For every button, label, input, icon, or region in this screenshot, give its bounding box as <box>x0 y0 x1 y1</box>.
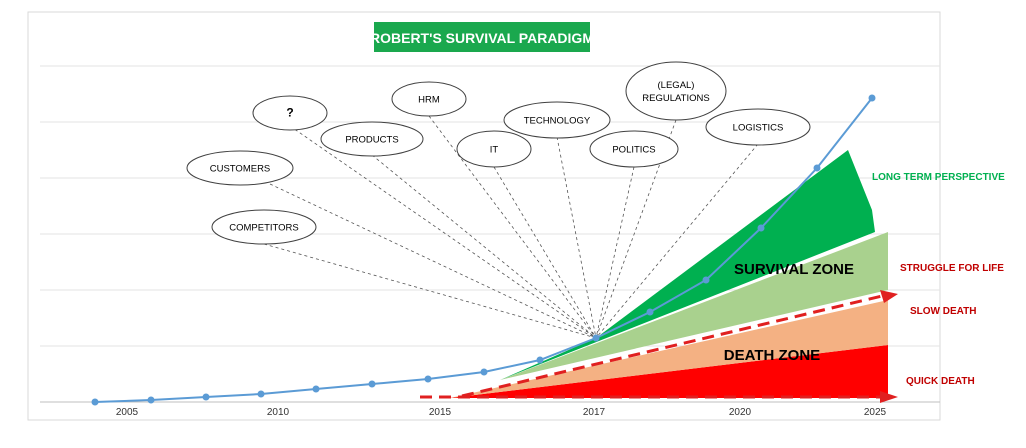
factor-label: POLITICS <box>612 145 655 156</box>
connector-line <box>289 125 597 339</box>
label-quick-death: QUICK DEATH <box>906 376 975 387</box>
label-slow-death: SLOW DEATH <box>910 306 976 317</box>
factor-bubble: PRODUCTS <box>320 121 424 157</box>
factor-label-line: PRODUCTS <box>345 135 398 146</box>
curve-point <box>202 393 210 401</box>
factor-label: LOGISTICS <box>733 123 784 134</box>
curve-point <box>702 276 710 284</box>
factor-label: TECHNOLOGY <box>524 116 591 127</box>
x-tick-label: 2020 <box>729 407 752 418</box>
factor-bubble: TECHNOLOGY <box>503 101 611 139</box>
factor-ellipse <box>503 101 611 139</box>
connector-line <box>595 143 759 339</box>
factors: ? HRM (LEGAL) REGULATIONS PRODUCTS TECHNOLOGY… <box>186 61 811 245</box>
factor-label: COMPETITORS <box>229 223 299 234</box>
factor-ellipse <box>456 130 532 168</box>
label-struggle-for-life: STRUGGLE FOR LIFE <box>900 263 1004 274</box>
x-tick-label: 2015 <box>429 407 452 418</box>
factor-bubble: ? <box>252 95 328 131</box>
curve-point <box>757 224 765 232</box>
factor-bubble: COMPETITORS <box>211 209 317 245</box>
connector-line <box>556 136 597 339</box>
dashed-arrows <box>420 290 898 403</box>
title-background <box>374 22 590 52</box>
factor-label: IT <box>490 145 499 156</box>
label-long-term-perspective: LONG TERM PERSPECTIVE <box>872 172 1005 183</box>
curve-point <box>536 356 544 364</box>
factor-label: HRM <box>418 95 440 106</box>
factor-label-line: LOGISTICS <box>733 123 784 134</box>
factor-ellipse <box>391 81 467 117</box>
curve-point <box>257 390 265 398</box>
factor-label-line: REGULATIONS <box>642 93 709 104</box>
quick-death-arrowhead <box>880 391 898 403</box>
x-tick-label: 2017 <box>583 407 606 418</box>
factor-label: ? <box>286 106 293 120</box>
factor-bubble: IT <box>456 130 532 168</box>
factor-bubble: LOGISTICS <box>705 108 811 146</box>
curve-point <box>480 368 488 376</box>
x-tick-label: 2010 <box>267 407 290 418</box>
slow-death-arrow-line <box>461 294 883 398</box>
death-zone-label: DEATH ZONE <box>724 347 820 364</box>
factor-bubble: HRM <box>391 81 467 117</box>
factor-ellipse <box>589 130 679 168</box>
factor-ellipse <box>625 61 727 121</box>
x-axis-ticks: 2005 2010 2015 2017 2020 2025 <box>116 407 887 418</box>
factor-ellipse <box>320 121 424 157</box>
factor-label: PRODUCTS <box>345 135 398 146</box>
chart-title: ROBERT'S SURVIVAL PARADIGM <box>370 30 594 46</box>
factor-label-line: ? <box>286 106 293 120</box>
slow-death-arrowhead <box>880 290 898 303</box>
curve-point <box>646 308 654 316</box>
factor-label-line: (LEGAL) <box>658 80 695 91</box>
factor-label: CUSTOMERS <box>210 164 271 175</box>
factor-label-line: TECHNOLOGY <box>524 116 591 127</box>
curve-point <box>91 398 99 406</box>
factor-ellipse <box>186 150 294 186</box>
connector-line <box>269 183 597 339</box>
curve-point <box>312 385 320 393</box>
connector-line <box>428 115 597 339</box>
factor-bubble: POLITICS <box>589 130 679 168</box>
curve-point <box>424 375 432 383</box>
curve-point <box>592 334 600 342</box>
title-box: ROBERT'S SURVIVAL PARADIGM <box>370 22 594 52</box>
factor-label-line: HRM <box>418 95 440 106</box>
curve-point <box>813 164 821 172</box>
struggle-zone <box>500 232 888 380</box>
factor-ellipse <box>705 108 811 146</box>
connector-line <box>371 154 597 339</box>
x-tick-label: 2025 <box>864 407 887 418</box>
factor-ellipse <box>211 209 317 245</box>
factor-label-line: IT <box>490 145 499 156</box>
curve-point <box>868 94 876 102</box>
factor-label: (LEGAL) REGULATIONS <box>642 80 709 104</box>
curve-point <box>368 380 376 388</box>
curve-point <box>147 396 155 404</box>
factor-label-line: POLITICS <box>612 145 655 156</box>
connector-line <box>595 166 635 339</box>
x-tick-label: 2005 <box>116 407 139 418</box>
factor-label-line: CUSTOMERS <box>210 164 271 175</box>
factor-ellipse <box>252 95 328 131</box>
factor-label-line: COMPETITORS <box>229 223 299 234</box>
survival-zone-label: SURVIVAL ZONE <box>734 261 854 278</box>
factor-bubble: CUSTOMERS <box>186 150 294 186</box>
factor-bubble: (LEGAL) REGULATIONS <box>625 61 727 121</box>
growth-points <box>91 94 876 406</box>
side-labels: LONG TERM PERSPECTIVE STRUGGLE FOR LIFE … <box>872 172 1005 387</box>
